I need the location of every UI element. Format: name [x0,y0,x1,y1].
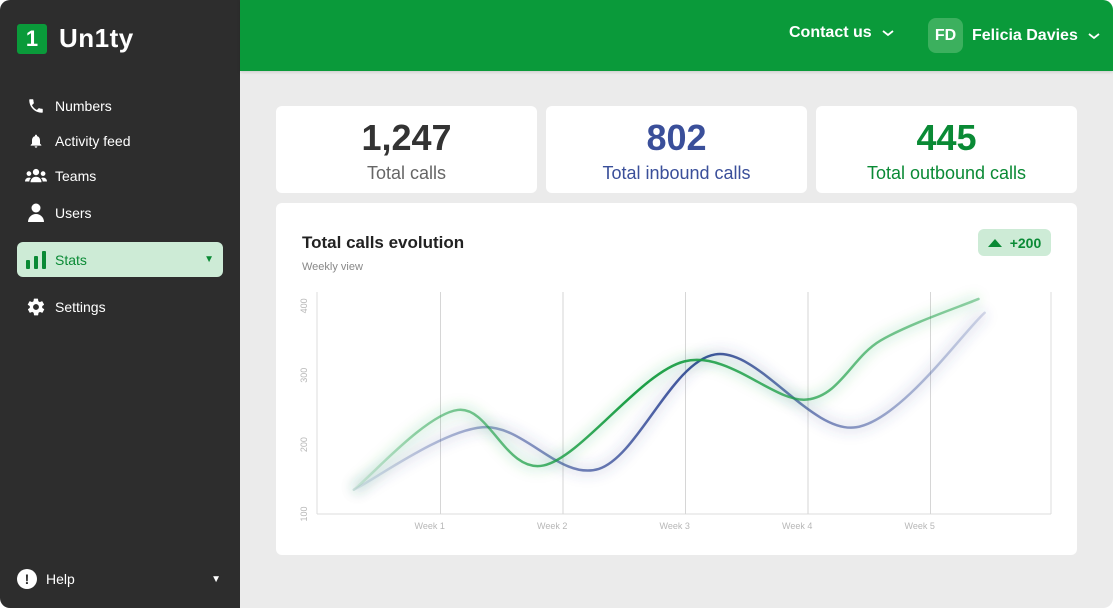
arrow-up-icon [987,238,1002,247]
sidebar-nav: Numbers Activity feed Teams Users [17,88,223,324]
sidebar: 1 Un1ty Numbers Activity feed Teams [0,0,240,608]
sidebar-item-settings[interactable]: Settings [17,289,223,324]
logo-mark: 1 [17,23,47,54]
caret-down-icon: ▼ [211,573,221,585]
stat-label: Total inbound calls [602,163,751,183]
sidebar-item-numbers[interactable]: Numbers [17,88,223,123]
y-tick-label: 100 [299,506,309,521]
chart-title: Total calls evolution [302,233,465,252]
stat-card-inbound: 802 Total inbound calls [546,106,807,193]
y-tick-label: 400 [299,298,309,313]
help-icon: ! [17,569,37,589]
sidebar-item-label: Users [55,204,92,221]
teams-icon [25,165,47,187]
line-chart: Week 1 Week 2 Week 3 Week 4 Week 5 100 200 300 4… [299,292,1052,531]
x-tick-label: Week 4 [782,521,812,531]
help-menu[interactable]: ! Help ▼ [17,567,223,591]
user-icon [25,202,47,224]
sidebar-item-activity-feed[interactable]: Activity feed [17,123,223,158]
sidebar-item-label: Stats [55,251,87,268]
stat-value: 1,247 [361,117,452,158]
x-tick-label: Week 3 [660,521,690,531]
chevron-down-icon [1088,32,1100,39]
stat-label: Total outbound calls [866,163,1027,183]
series-line-blue [352,311,986,491]
x-tick-label: Week 1 [415,521,445,531]
logo[interactable]: 1 Un1ty [17,23,134,54]
change-badge: +200 [978,229,1051,256]
contact-us-label: Contact us [789,24,872,41]
bar-chart-icon [25,249,47,271]
stat-card-outbound: 445 Total outbound calls [816,106,1077,193]
avatar: FD [928,18,963,53]
sidebar-item-label: Numbers [55,97,112,114]
y-tick-label: 200 [299,437,309,452]
sidebar-item-label: Settings [55,298,106,315]
contact-us-menu[interactable]: Contact us [789,24,894,42]
phone-icon [25,95,47,117]
gear-icon [25,296,47,318]
stat-label: Total calls [366,163,447,183]
bell-icon [25,130,47,152]
sidebar-item-teams[interactable]: Teams [17,158,223,193]
stat-value: 445 [916,117,977,158]
sidebar-item-stats[interactable]: Stats ▼ [17,242,223,277]
stat-value: 802 [646,117,707,158]
logo-name: Un1ty [59,23,134,53]
series-line-green [352,297,980,491]
chevron-down-icon [882,30,894,37]
x-tick-label: Week 2 [537,521,567,531]
help-label: Help [46,571,75,587]
sidebar-item-label: Activity feed [55,132,131,149]
user-menu[interactable]: FD Felicia Davies [928,18,1100,53]
change-badge-value: +200 [1009,234,1042,251]
stat-card-total: 1,247 Total calls [276,106,537,193]
top-header: Contact us FD Felicia Davies [240,0,1113,71]
chart-subtitle: Weekly view [302,261,363,273]
y-tick-label: 300 [299,368,309,383]
sidebar-item-label: Teams [55,167,97,184]
sidebar-item-users[interactable]: Users [17,195,223,230]
caret-down-icon: ▼ [204,254,214,265]
user-name: Felicia Davies [972,26,1078,44]
x-tick-label: Week 5 [905,521,935,531]
chart-card: Total calls evolution Weekly view +200 [276,203,1077,555]
